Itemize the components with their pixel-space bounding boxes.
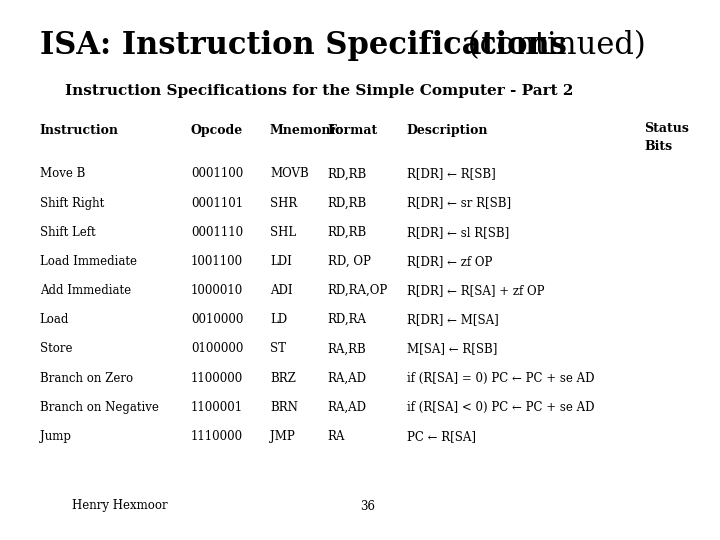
Text: ISA: Instruction Specifications: ISA: Instruction Specifications: [40, 30, 567, 60]
Text: RD,RA: RD,RA: [328, 313, 366, 326]
Text: Jump: Jump: [40, 430, 71, 443]
Text: Load Immediate: Load Immediate: [40, 255, 137, 268]
Text: 1001100: 1001100: [191, 255, 243, 268]
Text: Move B: Move B: [40, 167, 85, 180]
Text: if (R[SA] < 0) PC ← PC + se AD: if (R[SA] < 0) PC ← PC + se AD: [407, 401, 594, 414]
Text: Add Immediate: Add Immediate: [40, 284, 131, 297]
Text: Opcode: Opcode: [191, 124, 243, 137]
Text: R[DR] ← R[SA] + zf OP: R[DR] ← R[SA] + zf OP: [407, 284, 544, 297]
Text: if (R[SA] = 0) PC ← PC + se AD: if (R[SA] = 0) PC ← PC + se AD: [407, 372, 594, 384]
Text: 0100000: 0100000: [191, 342, 243, 355]
Text: Instruction: Instruction: [40, 124, 119, 137]
Text: RD,RA,OP: RD,RA,OP: [328, 284, 388, 297]
Text: Instruction Specifications for the Simple Computer - Part 2: Instruction Specifications for the Simpl…: [65, 84, 573, 98]
Text: RA,RB: RA,RB: [328, 342, 366, 355]
Text: SHR: SHR: [270, 197, 297, 210]
Text: 1100001: 1100001: [191, 401, 243, 414]
Text: Store: Store: [40, 342, 72, 355]
Text: RD,RB: RD,RB: [328, 226, 367, 239]
Text: LDI: LDI: [270, 255, 292, 268]
Text: Henry Hexmoor: Henry Hexmoor: [72, 500, 168, 512]
Text: Bits: Bits: [644, 140, 672, 153]
Text: 0001101: 0001101: [191, 197, 243, 210]
Text: R[DR] ← sl R[SB]: R[DR] ← sl R[SB]: [407, 226, 509, 239]
Text: R[DR] ← R[SB]: R[DR] ← R[SB]: [407, 167, 495, 180]
Text: JMP: JMP: [270, 430, 294, 443]
Text: M[SA] ← R[SB]: M[SA] ← R[SB]: [407, 342, 498, 355]
Text: RA,AD: RA,AD: [328, 372, 366, 384]
Text: RD,RB: RD,RB: [328, 167, 367, 180]
Text: R[DR] ← sr R[SB]: R[DR] ← sr R[SB]: [407, 197, 511, 210]
Text: SHL: SHL: [270, 226, 296, 239]
Text: Status: Status: [644, 122, 689, 134]
Text: RA,AD: RA,AD: [328, 401, 366, 414]
Text: BRN: BRN: [270, 401, 298, 414]
Text: RD, OP: RD, OP: [328, 255, 371, 268]
Text: Branch on Negative: Branch on Negative: [40, 401, 158, 414]
Text: Load: Load: [40, 313, 69, 326]
Text: Shift Left: Shift Left: [40, 226, 95, 239]
Text: RD,RB: RD,RB: [328, 197, 367, 210]
Text: MOVB: MOVB: [270, 167, 309, 180]
Text: LD: LD: [270, 313, 287, 326]
Text: Branch on Zero: Branch on Zero: [40, 372, 132, 384]
Text: R[DR] ← M[SA]: R[DR] ← M[SA]: [407, 313, 498, 326]
Text: ADI: ADI: [270, 284, 292, 297]
Text: 1110000: 1110000: [191, 430, 243, 443]
Text: ST: ST: [270, 342, 286, 355]
Text: 36: 36: [360, 500, 375, 512]
Text: 1100000: 1100000: [191, 372, 243, 384]
Text: RA: RA: [328, 430, 345, 443]
Text: Format: Format: [328, 124, 378, 137]
Text: 0001100: 0001100: [191, 167, 243, 180]
Text: Shift Right: Shift Right: [40, 197, 104, 210]
Text: Description: Description: [407, 124, 488, 137]
Text: PC ← R[SA]: PC ← R[SA]: [407, 430, 476, 443]
Text: 0010000: 0010000: [191, 313, 243, 326]
Text: Mnemonic: Mnemonic: [270, 124, 344, 137]
Text: R[DR] ← zf OP: R[DR] ← zf OP: [407, 255, 492, 268]
Text: 1000010: 1000010: [191, 284, 243, 297]
Text: BRZ: BRZ: [270, 372, 296, 384]
Text: (continued): (continued): [458, 30, 646, 60]
Text: 0001110: 0001110: [191, 226, 243, 239]
